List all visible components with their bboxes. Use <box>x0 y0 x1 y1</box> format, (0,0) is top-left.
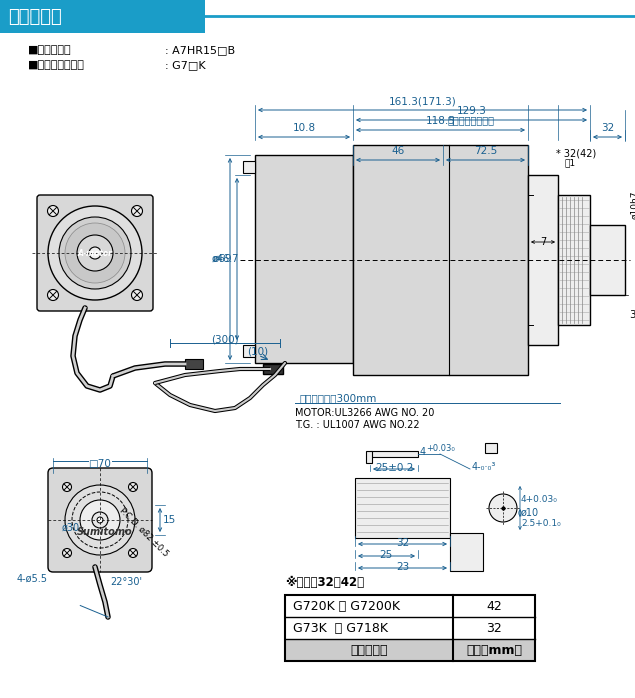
Circle shape <box>128 482 138 491</box>
Text: 32: 32 <box>396 538 409 548</box>
Circle shape <box>131 290 142 301</box>
Text: 表1: 表1 <box>565 158 575 168</box>
FancyBboxPatch shape <box>48 468 152 572</box>
Text: 25: 25 <box>379 550 392 560</box>
Text: ギヤヘッド: ギヤヘッド <box>351 644 388 657</box>
Text: 118.5: 118.5 <box>425 116 455 126</box>
Bar <box>450 533 483 571</box>
FancyBboxPatch shape <box>37 195 153 311</box>
Text: ø46.7: ø46.7 <box>211 254 239 264</box>
Text: ■モータ形式: ■モータ形式 <box>28 45 72 55</box>
Text: 4-ø5.5: 4-ø5.5 <box>17 574 48 584</box>
Text: 161.3(171.3): 161.3(171.3) <box>389 96 457 106</box>
Circle shape <box>92 512 108 528</box>
Text: G73K  ～ G718K: G73K ～ G718K <box>293 621 388 634</box>
Text: 32: 32 <box>486 621 502 634</box>
Text: (10): (10) <box>248 346 269 356</box>
Text: A-motor: A-motor <box>77 248 112 258</box>
Text: ø30: ø30 <box>62 523 80 533</box>
Circle shape <box>48 205 58 216</box>
Circle shape <box>62 482 72 491</box>
Circle shape <box>62 549 72 558</box>
Text: 4: 4 <box>420 447 426 457</box>
Text: リード線長さ300mm: リード線長さ300mm <box>300 393 377 403</box>
Text: : G7□K: : G7□K <box>165 60 206 70</box>
Text: 7: 7 <box>540 237 546 247</box>
Text: （モータ部長さ）: （モータ部長さ） <box>448 115 495 125</box>
Circle shape <box>97 517 103 523</box>
Text: 42: 42 <box>486 600 502 613</box>
Text: 3: 3 <box>629 310 635 320</box>
Bar <box>243 161 255 173</box>
Bar <box>590 225 625 295</box>
Bar <box>485 443 497 453</box>
Bar <box>243 345 255 357</box>
Text: 15: 15 <box>163 515 177 525</box>
Bar <box>370 451 418 457</box>
Text: 32: 32 <box>601 123 614 133</box>
Circle shape <box>77 235 113 271</box>
Text: 22°30': 22°30' <box>110 577 142 587</box>
Circle shape <box>48 290 58 301</box>
Circle shape <box>128 549 138 558</box>
Bar <box>255 155 353 363</box>
Text: 129.3: 129.3 <box>457 106 486 116</box>
Bar <box>528 175 558 345</box>
Bar <box>558 195 590 325</box>
Bar <box>355 478 450 538</box>
Text: 72.5: 72.5 <box>474 146 497 156</box>
Circle shape <box>80 500 120 540</box>
Bar <box>285 639 535 661</box>
Text: G720K ～ G7200K: G720K ～ G7200K <box>293 600 400 613</box>
Bar <box>353 145 528 375</box>
Circle shape <box>131 205 142 216</box>
Circle shape <box>65 485 135 555</box>
Text: 23: 23 <box>396 562 409 572</box>
Text: ■ギヤヘッド形式: ■ギヤヘッド形式 <box>28 60 85 70</box>
Bar <box>185 359 203 369</box>
Bar <box>366 451 372 463</box>
Text: 寸法（mm）: 寸法（mm） <box>466 644 522 657</box>
Text: Sumitomo: Sumitomo <box>77 527 133 537</box>
Text: MOTOR:UL3266 AWG NO. 20: MOTOR:UL3266 AWG NO. 20 <box>295 408 434 418</box>
Text: 4+0.03₀: 4+0.03₀ <box>521 496 558 505</box>
Text: * 32(42): * 32(42) <box>556 148 596 158</box>
Text: (300): (300) <box>211 335 239 345</box>
Circle shape <box>48 206 142 300</box>
Circle shape <box>489 494 517 522</box>
Text: □70: □70 <box>88 459 111 469</box>
Text: ギヤモータ: ギヤモータ <box>8 8 62 26</box>
Circle shape <box>65 223 125 283</box>
Bar <box>263 364 283 374</box>
Text: T.G. : UL1007 AWG NO.22: T.G. : UL1007 AWG NO.22 <box>295 420 420 430</box>
Text: 25±0.2: 25±0.2 <box>375 463 413 473</box>
Text: +0.03₀: +0.03₀ <box>426 444 455 453</box>
Text: ø10: ø10 <box>521 508 539 518</box>
Circle shape <box>59 217 131 289</box>
Text: 46: 46 <box>391 146 404 156</box>
Text: ø10h7: ø10h7 <box>630 191 635 219</box>
Text: P.C.D. ø82 ±0.5: P.C.D. ø82 ±0.5 <box>118 506 170 558</box>
Text: 4-₀·₀³: 4-₀·₀³ <box>472 462 497 472</box>
Text: 2.5+0.1₀: 2.5+0.1₀ <box>521 519 561 528</box>
Bar <box>0 0 205 33</box>
Text: : A7HR15□B: : A7HR15□B <box>165 45 235 55</box>
Text: 10.8: 10.8 <box>293 123 316 133</box>
Bar <box>285 595 535 661</box>
Circle shape <box>89 247 101 259</box>
Text: ø69: ø69 <box>212 254 232 264</box>
Text: ※表１．32（42）: ※表１．32（42） <box>285 576 364 589</box>
